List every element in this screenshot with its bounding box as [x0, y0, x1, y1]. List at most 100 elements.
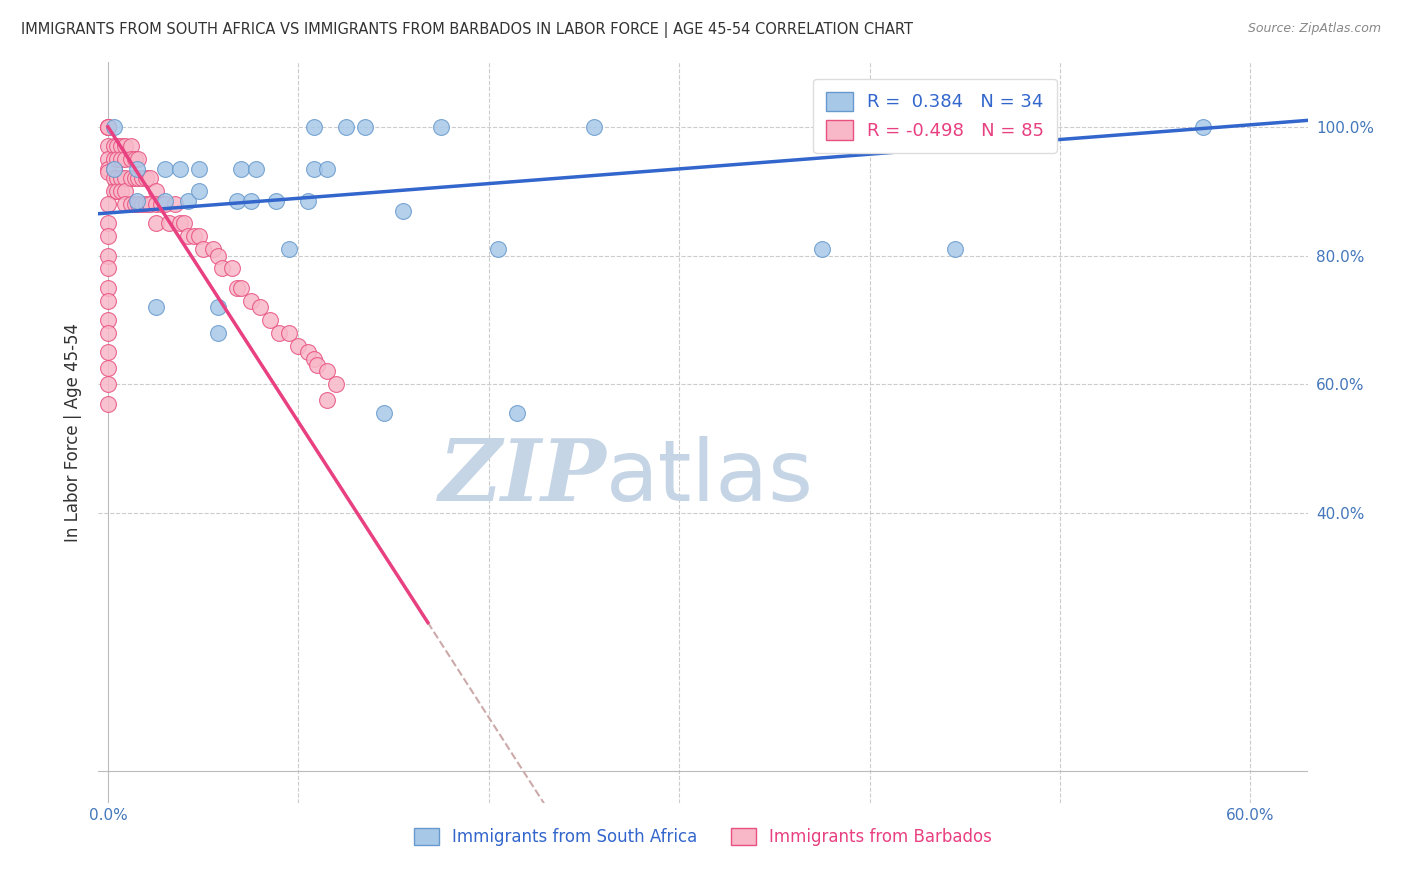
Point — [259, 313, 281, 327]
Point — [207, 326, 229, 340]
Point — [97, 249, 120, 263]
Point — [145, 184, 167, 198]
Point — [97, 281, 120, 295]
Point — [207, 249, 229, 263]
Point — [245, 161, 267, 176]
Point — [183, 229, 205, 244]
Point — [97, 139, 120, 153]
Point — [114, 152, 136, 166]
Point — [325, 377, 347, 392]
Point — [173, 216, 195, 230]
Point — [177, 194, 200, 208]
Point — [145, 216, 167, 230]
Point — [103, 139, 125, 153]
Point — [201, 242, 224, 256]
Point — [506, 406, 529, 420]
Point — [316, 364, 339, 378]
Point — [302, 161, 325, 176]
Point — [127, 197, 149, 211]
Point — [264, 194, 287, 208]
Point — [114, 197, 136, 211]
Point — [486, 242, 509, 256]
Point — [135, 171, 157, 186]
Point — [354, 120, 377, 134]
Point — [316, 161, 339, 176]
Point — [114, 184, 136, 198]
Point — [135, 197, 157, 211]
Point — [97, 377, 120, 392]
Point — [97, 361, 120, 376]
Point — [114, 139, 136, 153]
Point — [131, 197, 153, 211]
Point — [297, 194, 319, 208]
Point — [97, 152, 120, 166]
Point — [97, 261, 120, 276]
Point — [191, 242, 214, 256]
Point — [125, 161, 148, 176]
Point — [188, 184, 211, 198]
Point — [1192, 120, 1215, 134]
Point — [114, 171, 136, 186]
Point — [127, 152, 149, 166]
Point — [221, 261, 243, 276]
Point — [150, 197, 173, 211]
Point — [307, 358, 329, 372]
Point — [110, 152, 132, 166]
Point — [335, 120, 357, 134]
Point — [97, 120, 120, 134]
Point — [107, 171, 129, 186]
Legend: Immigrants from South Africa, Immigrants from Barbados: Immigrants from South Africa, Immigrants… — [402, 816, 1004, 857]
Point — [110, 171, 132, 186]
Point — [103, 120, 125, 134]
Point — [120, 139, 142, 153]
Point — [97, 120, 120, 134]
Point — [153, 161, 176, 176]
Point — [231, 281, 253, 295]
Point — [97, 397, 120, 411]
Point — [302, 351, 325, 366]
Point — [153, 197, 176, 211]
Point — [110, 184, 132, 198]
Point — [163, 197, 186, 211]
Point — [316, 393, 339, 408]
Point — [97, 197, 120, 211]
Point — [97, 293, 120, 308]
Point — [145, 197, 167, 211]
Point — [239, 194, 262, 208]
Point — [145, 300, 167, 314]
Point — [103, 161, 125, 176]
Point — [157, 216, 180, 230]
Point — [249, 300, 271, 314]
Point — [97, 229, 120, 244]
Point — [124, 197, 146, 211]
Point — [124, 152, 146, 166]
Text: ZIP: ZIP — [439, 435, 606, 519]
Point — [97, 161, 120, 176]
Point — [269, 326, 291, 340]
Point — [177, 229, 200, 244]
Point — [226, 281, 249, 295]
Point — [430, 120, 453, 134]
Point — [139, 171, 162, 186]
Point — [231, 161, 253, 176]
Point — [169, 216, 191, 230]
Point — [811, 242, 834, 256]
Point — [97, 216, 120, 230]
Point — [103, 152, 125, 166]
Point — [392, 203, 415, 218]
Y-axis label: In Labor Force | Age 45-54: In Labor Force | Age 45-54 — [65, 323, 83, 542]
Point — [125, 194, 148, 208]
Point — [124, 171, 146, 186]
Text: Source: ZipAtlas.com: Source: ZipAtlas.com — [1247, 22, 1381, 36]
Point — [97, 120, 120, 134]
Point — [120, 152, 142, 166]
Point — [302, 120, 325, 134]
Point — [97, 326, 120, 340]
Point — [97, 313, 120, 327]
Point — [188, 161, 211, 176]
Point — [297, 345, 319, 359]
Point — [169, 161, 191, 176]
Point — [103, 171, 125, 186]
Point — [943, 242, 966, 256]
Point — [120, 197, 142, 211]
